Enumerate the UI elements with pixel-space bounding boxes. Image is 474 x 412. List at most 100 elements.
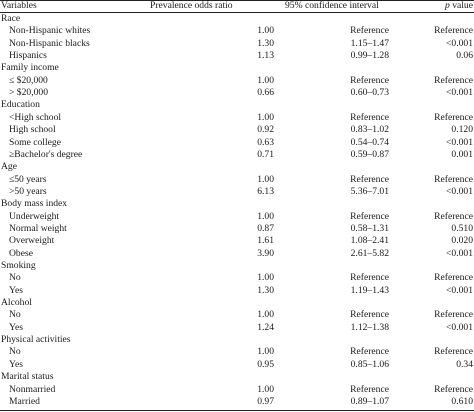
group-heading-row: Body mass index (0, 198, 474, 210)
p-value-cell: Reference (434, 74, 473, 86)
group-label: Body mass index (1, 198, 68, 210)
variable-label: Yes (9, 358, 23, 370)
p-value-cell: Reference (434, 173, 473, 185)
variable-label: >50 years (9, 185, 47, 197)
group-heading-row: Education (0, 99, 474, 111)
variable-label: Non-Hispanic blacks (9, 37, 90, 49)
table-row: High school 0.92 0.83–1.02 0.120 (0, 124, 474, 136)
prevalence-odds-ratio-cell: 1.30 (257, 284, 274, 296)
table-row: ≤ $20,000 1.00 Reference Reference (0, 75, 474, 87)
variable-label: Yes (9, 284, 23, 296)
group-heading-row: Alcohol (0, 297, 474, 309)
p-value-cell: <0.001 (446, 321, 473, 333)
p-value-cell: Reference (434, 272, 473, 284)
variable-label: ≤50 years (9, 173, 47, 185)
table-row: No 1.00 Reference Reference (0, 309, 474, 321)
variable-label: Normal weight (9, 222, 67, 234)
p-value-cell: 0.020 (451, 235, 473, 247)
prevalence-odds-ratio-cell: 1.00 (257, 74, 274, 86)
variable-label: ≤ $20,000 (9, 74, 48, 86)
table-row: > $20,000 0.66 0.60–0.73 <0.001 (0, 87, 474, 99)
confidence-interval-cell: 1.19–1.43 (350, 284, 389, 296)
table-row: Obese 3.90 2.61–5.82 <0.001 (0, 248, 474, 260)
p-value-cell: <0.001 (446, 87, 473, 99)
p-value-cell: Reference (434, 346, 473, 358)
header-variables: Variables (1, 0, 37, 11)
prevalence-odds-ratio-cell: 1.00 (257, 173, 274, 185)
variable-label: Hispanics (9, 50, 47, 62)
p-value-cell: 0.34 (456, 358, 473, 370)
variable-label: ≥Bachelor's degree (9, 148, 83, 160)
variable-label: Married (9, 395, 40, 407)
prevalence-odds-ratio-cell: 1.00 (257, 111, 274, 123)
variable-label: Yes (9, 321, 23, 333)
table-header-row: Variables Prevalence odds ratio 95% conf… (0, 0, 474, 12)
variable-label: Non-Hispanic whites (9, 25, 91, 37)
p-value-cell: <0.001 (446, 37, 473, 49)
group-label: Smoking (1, 260, 36, 271)
variable-label: No (9, 346, 21, 358)
table-row: ≤50 years 1.00 Reference Reference (0, 174, 474, 186)
confidence-interval-cell: 5.36–7.01 (350, 185, 389, 197)
table-row: >50 years 6.13 5.36–7.01 <0.001 (0, 186, 474, 198)
p-value-cell: 0.001 (451, 148, 473, 160)
confidence-interval-cell: 0.59–0.87 (350, 148, 389, 160)
confidence-interval-cell: 0.89–1.07 (350, 395, 389, 407)
variable-label: Nonmarried (9, 383, 56, 395)
group-heading-row: Physical activities (0, 334, 474, 346)
prevalence-odds-ratio-cell: 3.90 (257, 247, 274, 259)
group-label: Marital status (1, 371, 54, 383)
table-row: Non-Hispanic whites 1.00 Reference Referenc… (0, 25, 474, 37)
p-value-cell: Reference (434, 309, 473, 321)
p-value-cell: Reference (434, 111, 473, 123)
variable-label: <High school (9, 111, 62, 123)
table-row: <High school 1.00 Reference Reference (0, 112, 474, 124)
confidence-interval-cell: Reference (350, 111, 389, 123)
confidence-interval-cell: Reference (350, 272, 389, 284)
p-value-cell: <0.001 (446, 247, 473, 259)
table-row: Non-Hispanic blacks 1.30 1.15–1.47 <0.001 (0, 38, 474, 50)
header-p-rest: value (449, 0, 473, 11)
confidence-interval-cell: 1.08–2.41 (350, 235, 389, 247)
variable-label: No (9, 309, 21, 321)
prevalence-odds-ratio-cell: 1.61 (257, 235, 274, 247)
group-label: Race (1, 13, 21, 24)
p-value-cell: <0.001 (446, 185, 473, 197)
table-row: Yes 1.24 1.12–1.38 <0.001 (0, 322, 474, 334)
confidence-interval-cell: Reference (350, 25, 389, 37)
confidence-interval-cell: Reference (350, 210, 389, 222)
group-label: Education (1, 99, 40, 111)
confidence-interval-cell: 0.85–1.06 (350, 358, 389, 370)
prevalence-odds-ratio-cell: 0.71 (257, 148, 274, 160)
p-value-cell: Reference (434, 210, 473, 222)
group-heading-row: Age (0, 161, 474, 173)
header-prevalence-odds-ratio: Prevalence odds ratio (150, 0, 233, 11)
prevalence-odds-ratio-cell: 6.13 (257, 185, 274, 197)
prevalence-odds-ratio-cell: 0.87 (257, 222, 274, 234)
prevalence-odds-ratio-cell: 0.66 (257, 87, 274, 99)
prevalence-odds-ratio-cell: 1.00 (257, 383, 274, 395)
p-value-cell: <0.001 (446, 284, 473, 296)
variable-label: Obese (9, 247, 33, 259)
p-value-cell: 0.510 (451, 222, 473, 234)
group-label: Family income (1, 62, 59, 74)
table-row: Some college 0.63 0.54–0.74 <0.001 (0, 137, 474, 149)
p-value-cell: Reference (434, 383, 473, 395)
prevalence-odds-ratio-cell: 1.00 (257, 346, 274, 358)
prevalence-odds-ratio-cell: 1.00 (257, 210, 274, 222)
header-p-italic: p (445, 0, 450, 11)
variable-label: Overweight (9, 235, 55, 247)
confidence-interval-cell: 0.60–0.73 (350, 87, 389, 99)
group-label: Age (1, 161, 17, 173)
confidence-interval-cell: 0.54–0.74 (350, 136, 389, 148)
prevalence-odds-ratio-cell: 1.24 (257, 321, 274, 333)
table-row: Nonmarried 1.00 Reference Reference (0, 384, 474, 396)
confidence-interval-cell: 0.58–1.31 (350, 222, 389, 234)
group-heading-row: Smoking (0, 260, 474, 272)
variable-label: > $20,000 (9, 87, 48, 99)
table-row: No 1.00 Reference Reference (0, 272, 474, 284)
confidence-interval-cell: Reference (350, 74, 389, 86)
p-value-cell: Reference (434, 25, 473, 37)
confidence-interval-cell: Reference (350, 173, 389, 185)
